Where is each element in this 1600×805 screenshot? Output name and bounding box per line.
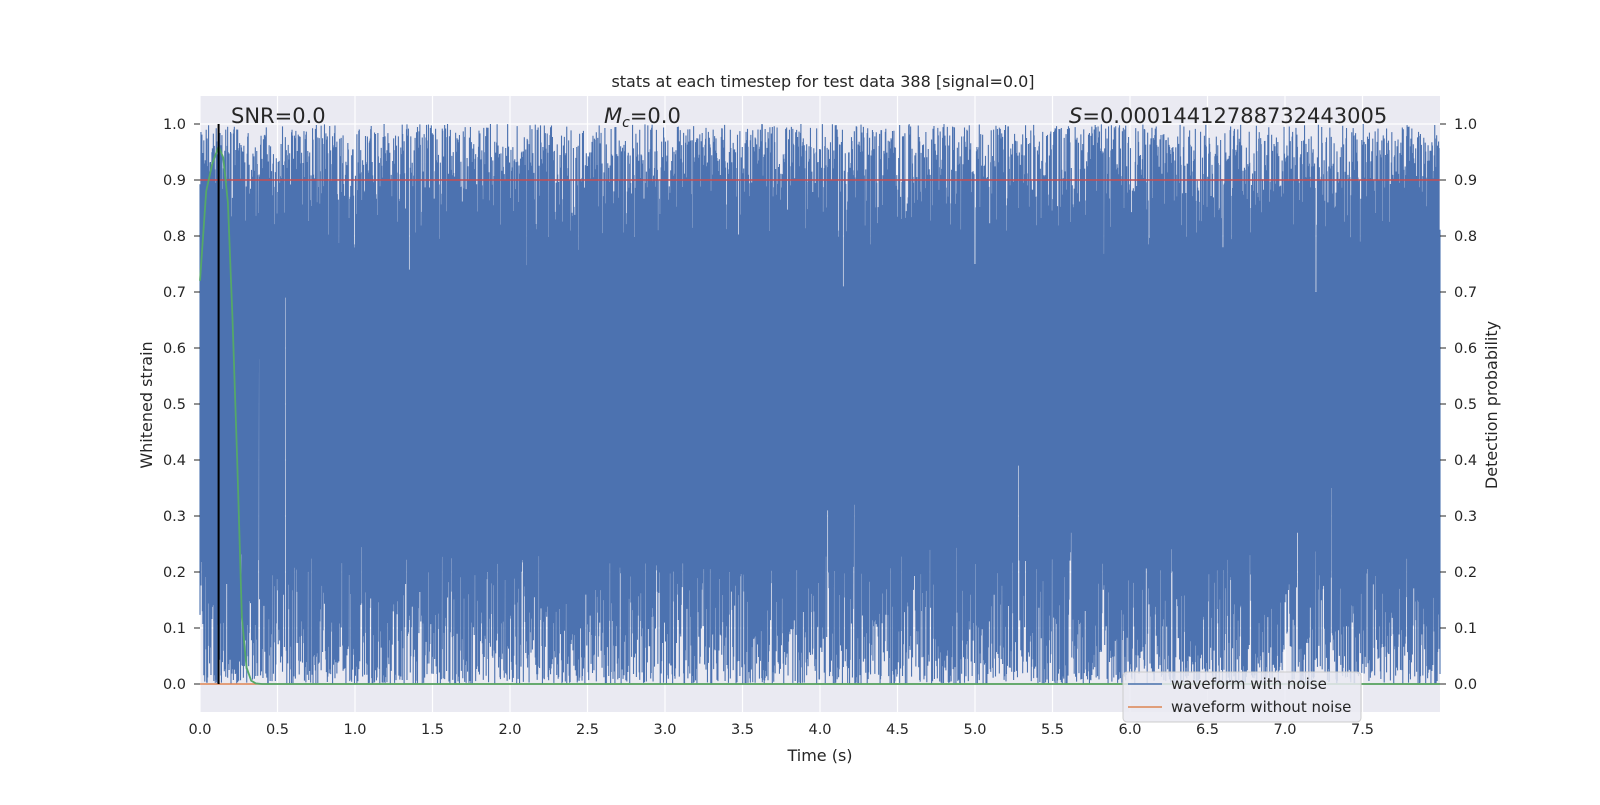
axes-layer: 0.0 0.5 1.0 1.5 2.0 2.5 3.0 3.5 4.0 4.5 5.0 5.5 6.0 6… (163, 117, 1477, 738)
x-tick-label: 4.5 (886, 722, 909, 738)
legend-label-noise: waveform with noise (1171, 675, 1327, 693)
series-detection-probability (199, 143, 1440, 685)
y-tick-label-left: 0.9 (163, 173, 186, 189)
x-tick-label: 2.5 (576, 722, 599, 738)
series-layer (199, 123, 1441, 685)
s-value: =0.00014412788732443005 (1082, 104, 1387, 128)
y-tick-label-left: 0.2 (163, 565, 186, 581)
mc-annotation: Mc=0.0 (604, 104, 681, 131)
y-tick-label-right: 0.2 (1454, 565, 1477, 581)
mc-symbol: M (604, 104, 622, 128)
overlay-layer (199, 124, 1440, 685)
x-tick-label: 7.5 (1351, 722, 1374, 738)
y-tick-label-right: 0.9 (1454, 173, 1477, 189)
x-tick-label: 2.0 (498, 722, 521, 738)
x-tick-label: 3.5 (731, 722, 754, 738)
y-tick-label-left: 0.5 (163, 397, 186, 413)
y-tick-label-left: 0.6 (163, 341, 186, 357)
y-tick-label-right: 0.7 (1454, 285, 1477, 301)
y-tick-label-left: 0.7 (163, 285, 186, 301)
y-tick-label-right: 0.3 (1454, 509, 1477, 525)
x-tick-label: 6.5 (1196, 722, 1219, 738)
legend-label-clean: waveform without noise (1171, 698, 1351, 716)
y-tick-label-left: 0.0 (163, 677, 186, 693)
y-axis-label-left: Whitened strain (137, 341, 156, 468)
y-tick-label-left: 0.8 (163, 229, 186, 245)
s-annotation: S=0.00014412788732443005 (1069, 104, 1387, 128)
legend: waveform with noise waveform without noi… (1122, 671, 1362, 723)
y-tick-label-left: 0.3 (163, 509, 186, 525)
y-tick-label-left: 0.4 (163, 453, 186, 469)
chart-title: stats at each timestep for test data 388… (611, 72, 1034, 91)
snr-annotation: SNR=0.0 (231, 104, 326, 128)
x-tick-label: 6.0 (1118, 722, 1141, 738)
y-tick-label-right: 0.0 (1454, 677, 1477, 693)
x-tick-label: 5.5 (1041, 722, 1064, 738)
y-tick-label-right: 0.5 (1454, 397, 1477, 413)
x-tick-label: 5.0 (963, 722, 986, 738)
y-tick-label-right: 0.4 (1454, 453, 1477, 469)
x-tick-label: 3.0 (653, 722, 676, 738)
y-tick-label-left: 0.1 (163, 621, 186, 637)
x-tick-label: 1.0 (343, 722, 366, 738)
x-tick-label: 4.0 (808, 722, 831, 738)
y-tick-label-right: 0.6 (1454, 341, 1477, 357)
mc-subscript: c (622, 115, 630, 131)
legend-box (1122, 671, 1362, 723)
y-tick-label-right: 0.1 (1454, 621, 1477, 637)
y-tick-label-right: 0.8 (1454, 229, 1477, 245)
y-tick-label-right: 1.0 (1454, 117, 1477, 133)
s-symbol: S (1069, 104, 1082, 128)
x-tick-label: 1.5 (421, 722, 444, 738)
y-axis-label-right: Detection probability (1482, 321, 1501, 489)
x-tick-label: 0.5 (266, 722, 289, 738)
mc-value: =0.0 (630, 104, 681, 128)
y-tick-label-left: 1.0 (163, 117, 186, 133)
x-tick-label: 7.0 (1273, 722, 1296, 738)
x-axis-label: Time (s) (786, 746, 852, 765)
x-tick-label: 0.0 (188, 722, 211, 738)
series-waveform-with-noise (199, 123, 1441, 685)
